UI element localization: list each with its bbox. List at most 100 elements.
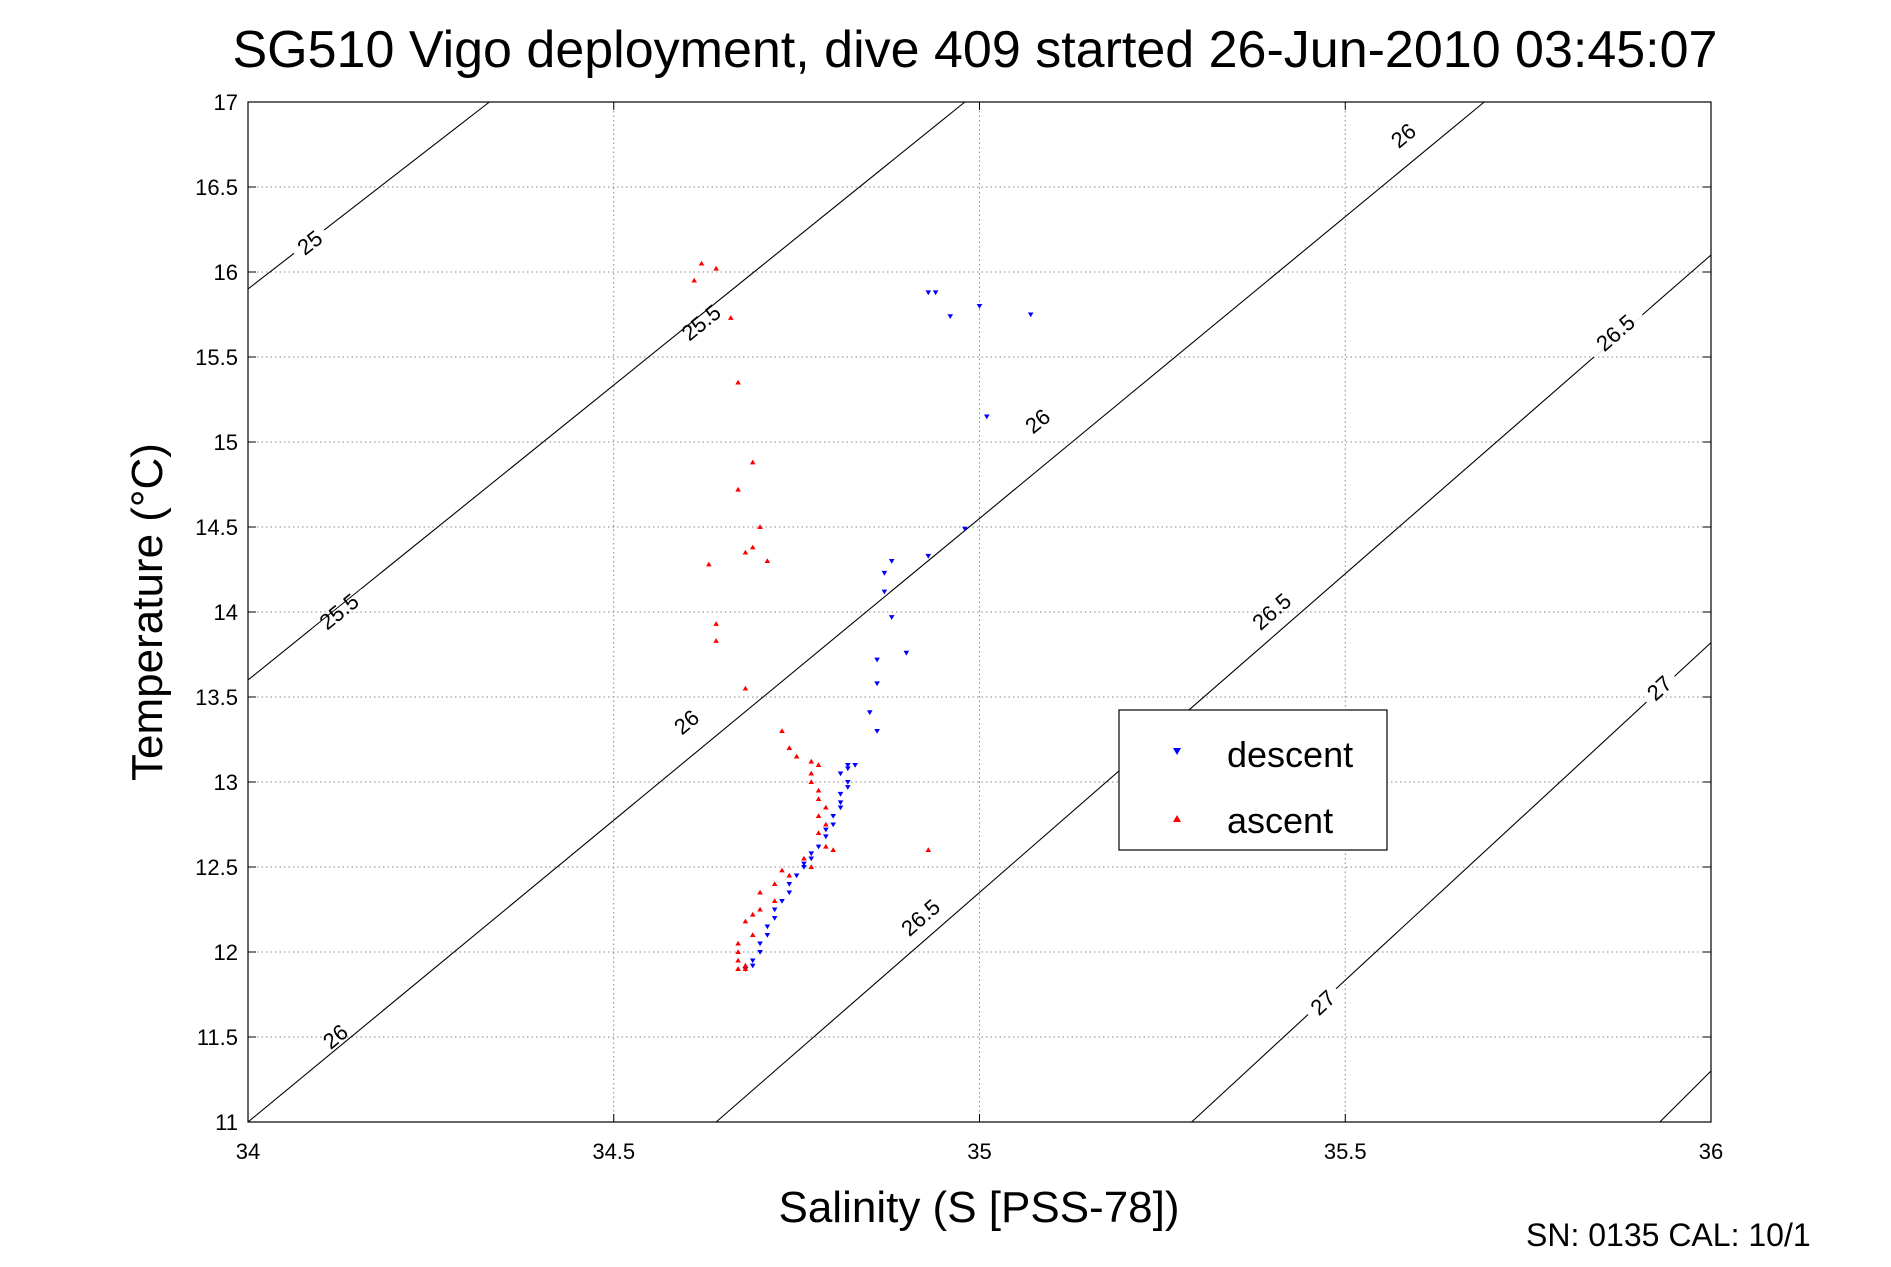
density-contour-line: [1191, 642, 1712, 1123]
descent-point: [837, 791, 844, 797]
descent-point: [881, 570, 888, 576]
ascent-point: [764, 558, 771, 563]
ascent-point: [823, 843, 829, 849]
contour-label-gap: [674, 299, 729, 347]
ascent-point: [771, 881, 778, 886]
legend-box: [1118, 709, 1388, 851]
descent-point: [757, 941, 763, 947]
ascent-point: [713, 638, 719, 643]
ascent-point: [815, 830, 822, 835]
descent-point: [764, 933, 771, 938]
contour-label-gap: [894, 893, 948, 943]
descent-point: [764, 924, 771, 930]
descent-point: [779, 899, 785, 904]
density-contour-line: [247, 101, 490, 290]
y-tick-label: 15.5: [195, 345, 238, 370]
descent-point: [837, 800, 844, 806]
y-axis-ticks: 11 11.5 12 12.5 13 13.5 14 14.5 15 15.5 16 16.5 17: [195, 90, 1711, 1135]
ascent-point: [742, 962, 749, 968]
ascent-point: [925, 847, 932, 852]
ascent-point: [742, 685, 749, 691]
legend-ascent-marker: [1173, 815, 1181, 822]
ascent-point: [742, 918, 749, 924]
contour-label-gap: [292, 228, 328, 258]
descent-point: [771, 916, 778, 921]
ascent-point: [749, 544, 756, 550]
descent-point: [786, 890, 793, 896]
ascent-point: [757, 906, 763, 912]
ascent-point: [698, 260, 705, 266]
ascent-point: [706, 561, 712, 567]
ascent-point: [779, 867, 785, 873]
y-tick-label: 11.5: [197, 1025, 238, 1050]
ascent-point: [808, 758, 815, 764]
descent-point: [801, 865, 807, 870]
descent-point: [866, 710, 873, 716]
descent-point: [845, 780, 851, 785]
ascent-point: [735, 379, 741, 385]
descent-point: [830, 822, 836, 828]
contour-label-gap: [1386, 120, 1421, 152]
descent-point: [749, 963, 756, 969]
density-contour-line: [715, 254, 1712, 1123]
descent-point: [925, 553, 932, 559]
contour-label-gap: [312, 588, 367, 636]
descent-point: [874, 681, 880, 687]
ascent-point: [815, 787, 822, 793]
contour-label-gap: [1020, 406, 1056, 437]
x-tick-label: 34.5: [592, 1139, 635, 1164]
y-tick-label: 16: [214, 260, 238, 285]
x-tick-label: 34: [236, 1139, 260, 1164]
ascent-point: [713, 621, 719, 626]
contour-label-gap: [1589, 309, 1643, 358]
ascent-point: [786, 745, 793, 750]
ascent-point: [727, 315, 734, 320]
descent-point: [1027, 312, 1034, 318]
x-tick-label: 35: [967, 1139, 991, 1164]
ascent-point: [713, 265, 719, 271]
descent-point: [852, 763, 858, 768]
descent-point: [874, 657, 880, 663]
descent-point: [793, 873, 800, 879]
ascent-point: [757, 524, 763, 529]
x-tick-label: 35.5: [1324, 1139, 1367, 1164]
density-contour-line: [247, 101, 966, 681]
ascent-point: [749, 459, 756, 465]
y-tick-label: 12.5: [195, 855, 238, 880]
x-tick-label: 36: [1699, 1139, 1723, 1164]
y-tick-label: 11: [215, 1110, 238, 1135]
descent-point: [845, 766, 851, 772]
contour-label-gap: [318, 1021, 353, 1053]
ascent-point: [808, 864, 815, 869]
contour-label-gap: [669, 707, 705, 738]
ascent-point: [823, 821, 829, 827]
descent-point: [757, 950, 763, 955]
descent-point: [947, 314, 954, 319]
ascent-point: [830, 847, 836, 852]
ascent-point: [757, 889, 763, 895]
y-tick-label: 15: [214, 430, 238, 455]
ascent-point: [735, 940, 741, 946]
descent-point: [771, 907, 778, 913]
ascent-point: [779, 728, 785, 733]
descent-point: [749, 958, 756, 964]
descent-point: [984, 414, 990, 420]
ascent-point: [749, 932, 756, 937]
ascent-point: [749, 911, 756, 917]
density-contour-line: [247, 101, 1485, 1123]
ascent-point: [742, 966, 749, 971]
contour-label-gap: [1245, 587, 1299, 637]
y-tick-label: 14.5: [195, 515, 238, 540]
descent-point: [888, 559, 895, 564]
legend-descent-marker: [1173, 748, 1181, 755]
x-axis-label: Salinity (S [PSS-78]): [778, 1183, 1179, 1232]
descent-point: [845, 785, 851, 790]
contour-label-gap: [1643, 672, 1677, 705]
ascent-point: [735, 486, 741, 492]
ascent-point: [735, 966, 741, 971]
descent-point: [837, 771, 844, 777]
chart-title: SG510 Vigo deployment, dive 409 started …: [233, 21, 1718, 79]
ascent-point: [815, 813, 822, 818]
